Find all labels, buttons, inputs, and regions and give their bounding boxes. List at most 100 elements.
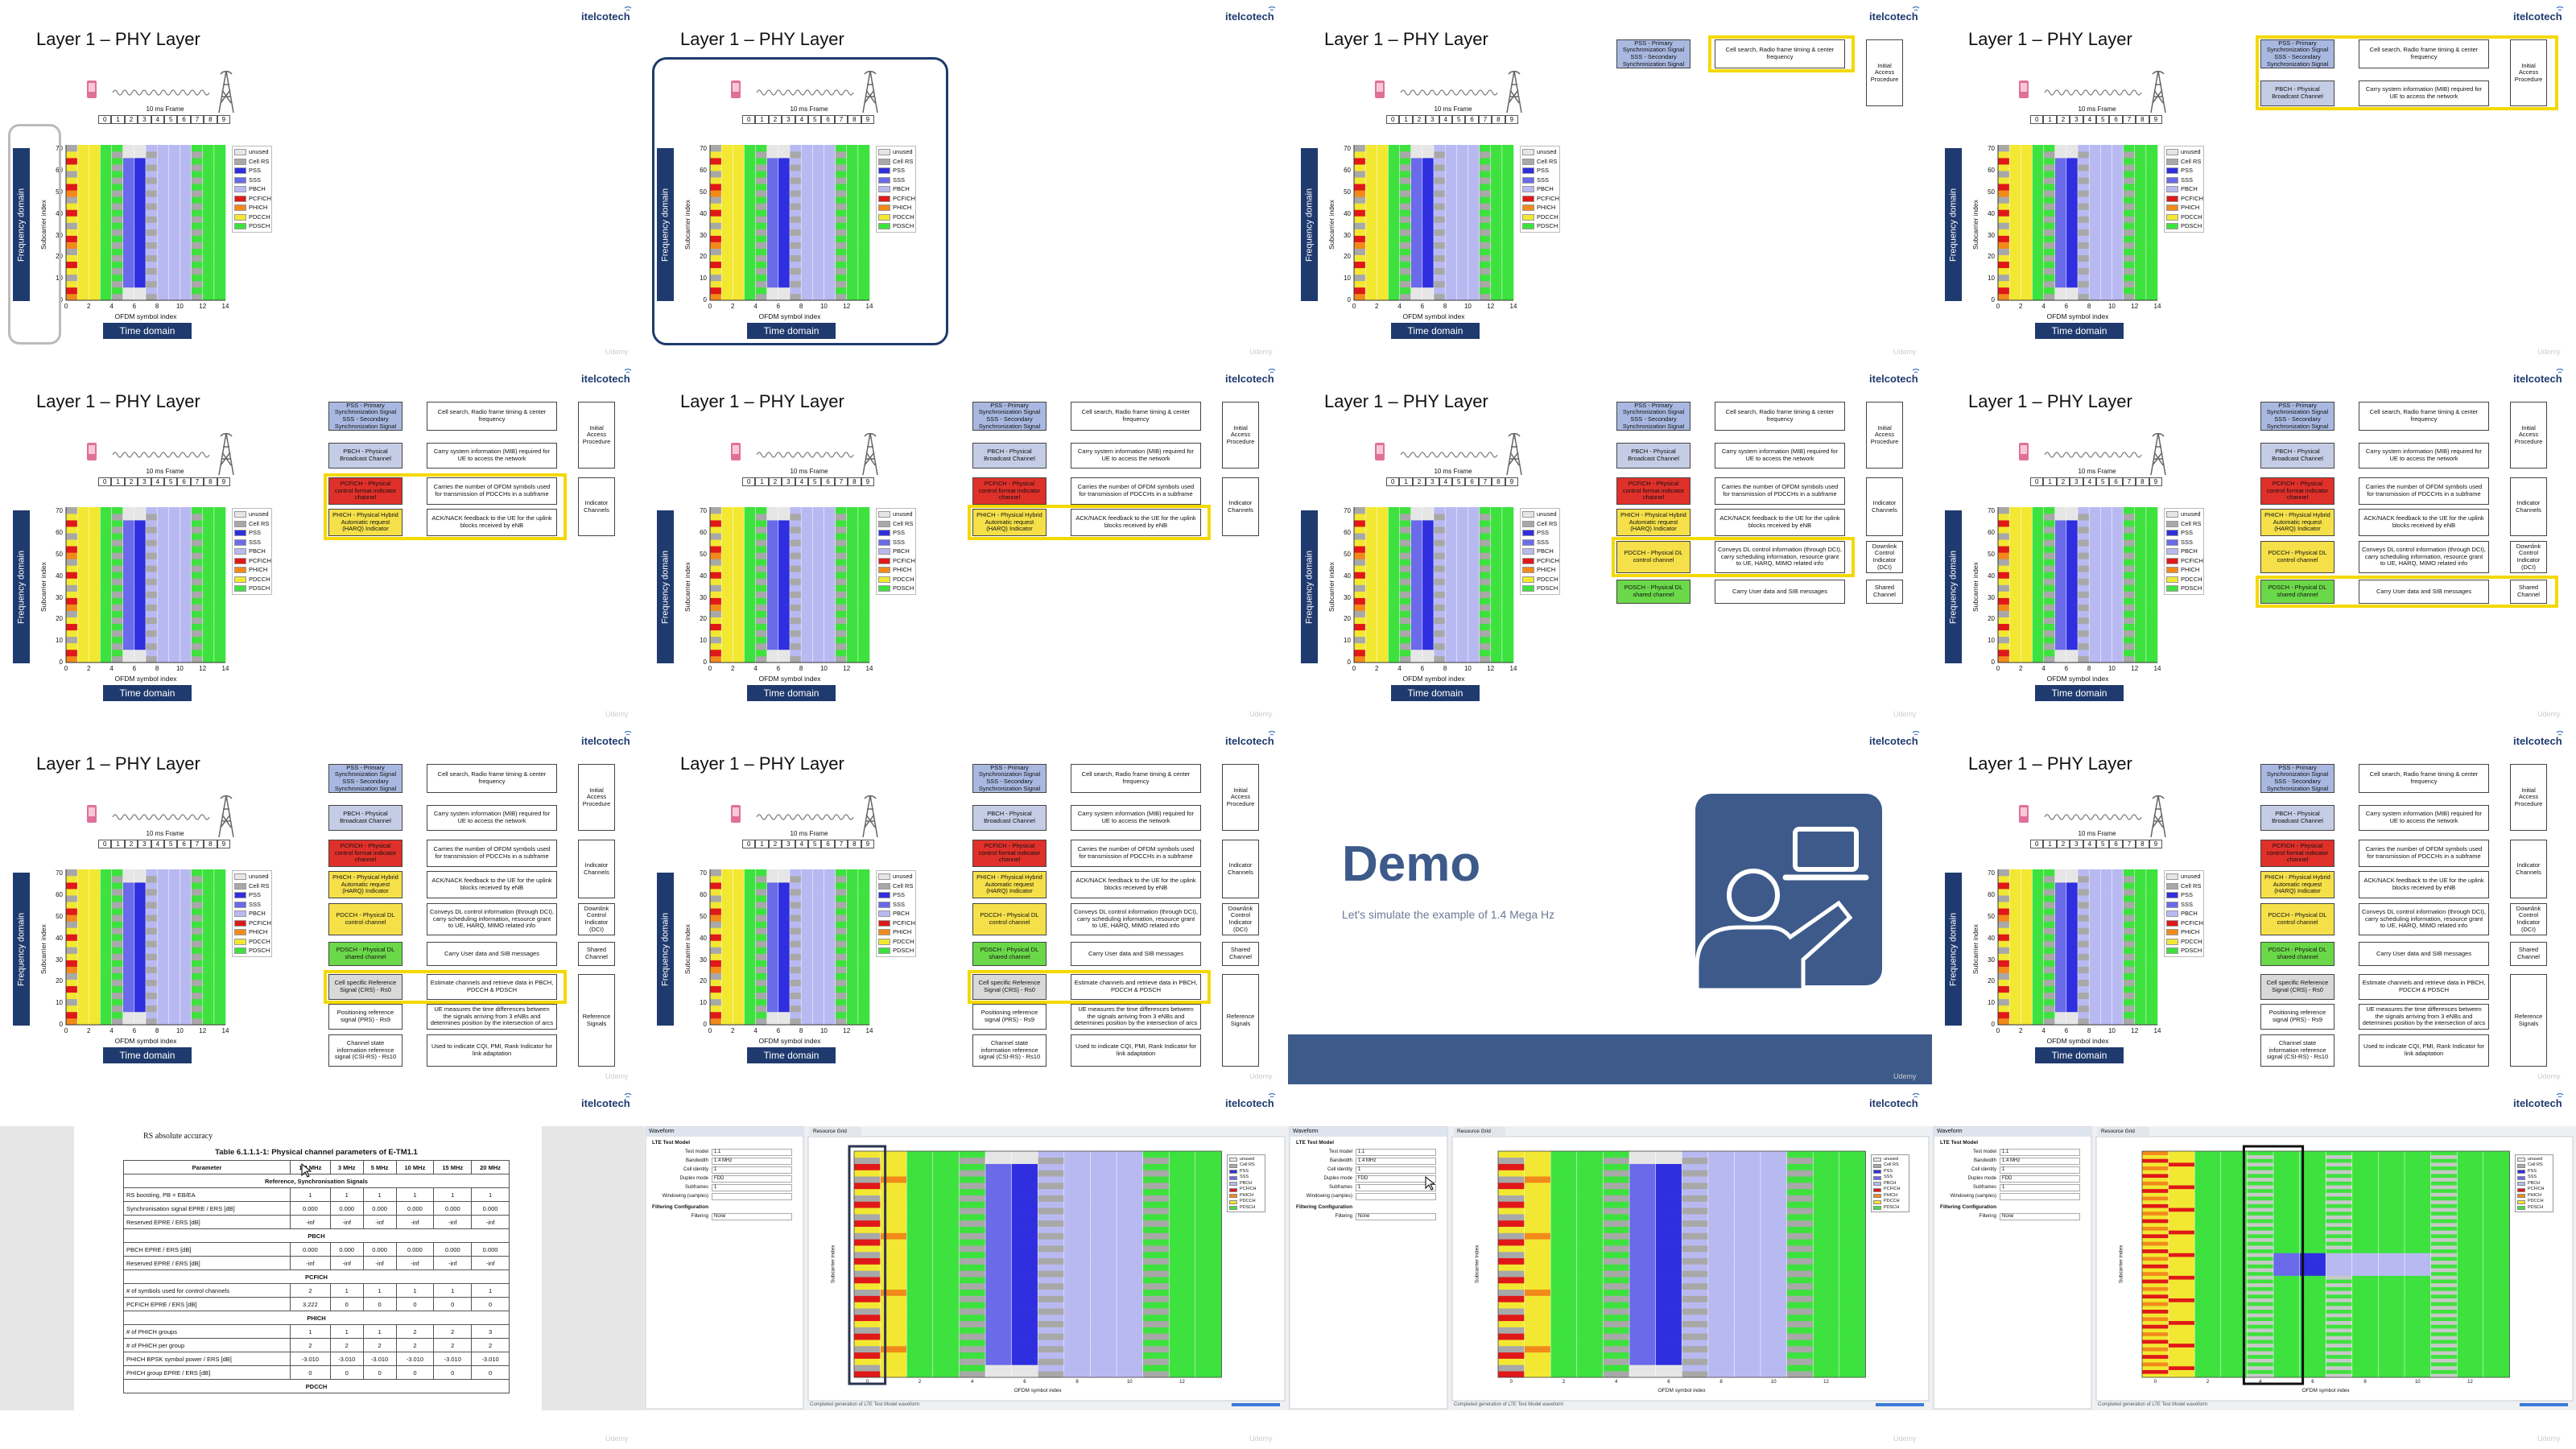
grid-cell: [2123, 552, 2136, 559]
grid-cell: [857, 267, 870, 275]
grid-cell: [202, 565, 215, 572]
legend-swatch: [2166, 195, 2178, 202]
grid-cell: [1468, 222, 1480, 229]
grid-cell: [122, 921, 135, 928]
subframe-box: 5: [808, 840, 822, 848]
grid-cell: [2021, 869, 2033, 877]
grid-cell: [213, 655, 226, 663]
grid-cell: [1399, 507, 1412, 514]
grid-cell: [744, 235, 756, 242]
grid-cell: [790, 972, 802, 980]
x-tick-label: 12: [2131, 303, 2139, 310]
grid-cell: [111, 533, 124, 540]
grid-cell: [122, 145, 135, 152]
grid-cell: [2112, 882, 2124, 890]
grid-cell: [1456, 604, 1468, 611]
y-tick-label: 0: [1991, 658, 1995, 666]
grid-cell: [213, 203, 226, 210]
grid-cell: [710, 145, 722, 152]
grid-cell: [180, 1005, 192, 1013]
grid-cell: [733, 177, 745, 184]
grid-cell: [2021, 940, 2033, 947]
grid-cell: [2134, 559, 2147, 566]
x-tick-label: 8: [2087, 1027, 2091, 1034]
x-tick-label: 10: [175, 1027, 184, 1034]
grid-cell: [857, 617, 870, 625]
grid-cell: [812, 151, 824, 159]
grid-cell: [111, 889, 124, 896]
grid-cell: [157, 514, 169, 521]
channel-name: PBCH - Physical Broadcast Channel: [2260, 805, 2334, 831]
grid-cell: [111, 267, 124, 275]
grid-cell: [766, 1018, 779, 1026]
grid-cell: [2112, 254, 2124, 262]
frame-label: 10 ms Frame: [2078, 468, 2116, 475]
grid-cell: [1501, 565, 1514, 572]
grid-cell: [168, 520, 180, 527]
grid-cell: [134, 539, 147, 547]
grid-cell: [710, 960, 722, 967]
grid-cell: [2123, 171, 2136, 178]
subframe-box: 3: [1426, 115, 1439, 124]
grid-cell: [2078, 242, 2090, 249]
grid-cell: [77, 979, 89, 987]
grid-cell: [1365, 203, 1377, 210]
grid-cell: [1434, 287, 1446, 295]
grid-cell: [1354, 248, 1366, 256]
grid-cell: [213, 254, 226, 262]
channel-description: Carries the number of OFDM symbols used …: [1715, 477, 1845, 505]
grid-cell: [1479, 623, 1492, 631]
legend-swatch: [1522, 167, 1534, 174]
grid-cell: [710, 908, 722, 915]
grid-cell: [846, 584, 859, 592]
grid-cell: [846, 546, 859, 553]
grid-cell: [180, 610, 192, 618]
grid-cell: [100, 196, 112, 204]
slide-thumbnail: Layer 1 – PHY Layer itelcotech Udemy 10 ms …: [1288, 0, 1932, 362]
grid-cell: [2066, 559, 2079, 566]
grid-cell: [2100, 177, 2112, 184]
grid-cell: [710, 235, 722, 242]
grid-cell: [89, 940, 101, 947]
grid-cell: [880, 1183, 907, 1190]
subframe-box: 4: [2083, 477, 2096, 486]
grid-cell: [733, 992, 745, 1000]
grid-cell: [2021, 552, 2033, 559]
grid-cell: [1456, 184, 1468, 191]
grid-cell: [857, 552, 870, 559]
grid-cell: [744, 552, 756, 559]
grid-cell: [1354, 623, 1366, 631]
grid-cell: [1998, 546, 2010, 553]
grid-cell: [1479, 597, 1492, 605]
grid-cell: [2100, 546, 2112, 553]
grid-cell: [202, 902, 215, 909]
grid-cell: [2123, 514, 2136, 521]
slide-graphics: [65, 730, 632, 1026]
grid-cell: [2100, 578, 2112, 585]
grid-cell: [2054, 966, 2067, 973]
grid-cell: [134, 934, 147, 941]
grid-cell: [721, 151, 733, 159]
y-tick-label: 10: [1988, 637, 1995, 645]
grid-cell: [1388, 539, 1400, 547]
grid-cell: [824, 242, 836, 249]
grid-cell: [755, 158, 768, 165]
grid-cell: [157, 222, 169, 229]
grid-cell: [180, 242, 192, 249]
grid-cell: [2021, 572, 2033, 579]
grid-cell: [66, 642, 78, 650]
grid-cell: [2009, 287, 2021, 295]
grid-cell: [202, 642, 215, 650]
legend-swatch: [234, 947, 246, 954]
grid-cell: [100, 998, 112, 1006]
grid-cell: [1445, 546, 1457, 553]
grid-cell: [790, 642, 802, 650]
grid-cell: [66, 869, 78, 877]
grid-cell: [744, 636, 756, 644]
grid-cell: [77, 514, 89, 521]
grid-cell: [2134, 242, 2147, 249]
channel-description: ACK/NACK feedback to the UE for the upli…: [427, 871, 557, 898]
grid-cell: [710, 876, 722, 883]
grid-cell: [180, 177, 192, 184]
logo: itelcotech: [1869, 10, 1918, 23]
